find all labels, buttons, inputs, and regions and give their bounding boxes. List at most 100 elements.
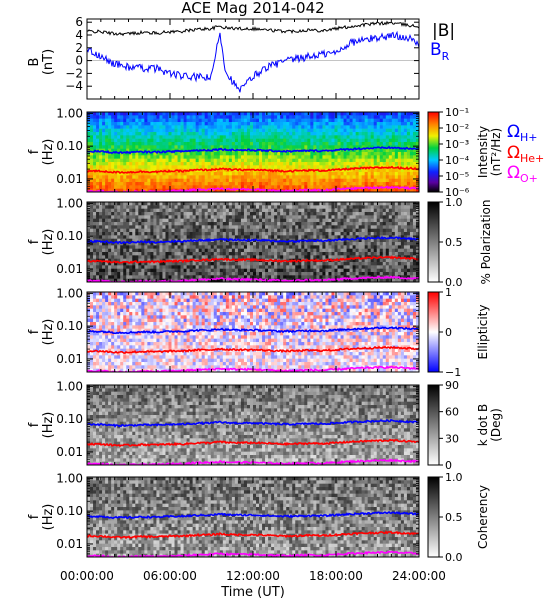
spectrogram-cell [129, 225, 133, 229]
spectrogram-cell [361, 245, 365, 249]
spectrogram-cell [180, 208, 184, 213]
spectrogram-cell [331, 142, 335, 146]
spectrogram-cell [111, 162, 115, 166]
spectrogram-cell [192, 272, 196, 276]
spectrogram-cell [213, 208, 218, 213]
spectrogram-cell [102, 205, 106, 209]
spectrogram-cell [126, 225, 130, 229]
spectrogram-cell [243, 118, 248, 123]
spectrogram-cell [391, 155, 396, 159]
spectrogram-cell [310, 255, 314, 259]
spectrogram-cell [382, 172, 387, 176]
spectrogram-cell [406, 138, 411, 143]
spectrogram-cell [325, 132, 329, 136]
spectrogram-cell [87, 205, 91, 209]
spectrogram-cell [274, 138, 278, 143]
spectrogram-cell [165, 215, 169, 219]
spectrogram-cell [268, 245, 272, 249]
spectrogram-cell [289, 205, 293, 209]
spectrogram-cell [358, 168, 362, 173]
spectrogram-cell [144, 272, 148, 276]
spectrogram-cell [382, 112, 387, 116]
spectrogram-cell [367, 188, 372, 192]
spectrogram-cell [265, 135, 269, 139]
spectrogram-cell [249, 112, 254, 116]
spectrogram-cell [147, 135, 151, 139]
spectrogram-cell [159, 235, 163, 239]
spectrogram-cell [237, 152, 242, 156]
spectrogram-cell [334, 125, 338, 129]
spectrogram-cell [319, 232, 323, 236]
spectrogram-cell [159, 162, 163, 166]
spectrogram-cell [189, 205, 193, 209]
spectrogram-cell [301, 145, 305, 149]
spectrogram-cell [334, 178, 338, 183]
spectrogram-cell [162, 272, 166, 276]
spectrogram-cell [328, 155, 332, 159]
spectrogram-cell [349, 252, 353, 256]
spectrogram-cell [90, 115, 94, 119]
spectrogram-cell [313, 205, 317, 209]
spectrogram-cell [328, 175, 332, 179]
spectrogram-cell [147, 152, 151, 156]
spectrogram-cell [177, 208, 181, 213]
spectrogram-cell [93, 205, 97, 209]
spectrogram-cell [352, 172, 356, 176]
spectrogram-cell [87, 145, 91, 149]
spectrogram-cell [201, 275, 206, 279]
spectrogram-cell [210, 215, 215, 219]
spectrogram-cell [249, 215, 254, 219]
spectrogram-cell [349, 278, 353, 282]
spectrogram-cell [177, 155, 181, 159]
spectrogram-cell [289, 208, 293, 213]
spectrogram-cell [237, 272, 242, 276]
spectrogram-cell [277, 128, 281, 133]
spectrogram-cell [382, 122, 387, 126]
spectrogram-cell [165, 162, 169, 166]
spectrogram-cell [295, 165, 299, 169]
spectrogram-cell [394, 162, 399, 166]
spectrogram-cell [256, 158, 260, 163]
spectrogram-cell [346, 145, 350, 149]
spectrogram-cell [313, 128, 317, 133]
spectrogram-cell [256, 228, 260, 233]
spectrogram-cell [394, 152, 399, 156]
spectrogram-cell [141, 218, 145, 223]
spectrogram-cell [219, 168, 224, 173]
spectrogram-cell [409, 158, 414, 163]
spectrogram-cell [120, 228, 124, 233]
spectrogram-cell [283, 112, 287, 116]
spectrogram-cell [265, 115, 269, 119]
spectrogram-cell [328, 128, 332, 133]
spectrogram-cell [105, 255, 109, 259]
spectrogram-cell [292, 112, 296, 116]
spectrogram-cell [361, 255, 365, 259]
spectrogram-cell [349, 142, 353, 146]
spectrogram-cell [304, 232, 308, 236]
spectrogram-cell [274, 242, 278, 246]
spectrogram-cell [132, 188, 136, 192]
spectrogram-cell [358, 132, 362, 136]
spectrogram-cell [265, 245, 269, 249]
spectrogram-cell [111, 155, 115, 159]
spectrogram-cell [319, 252, 323, 256]
spectrogram-cell [271, 158, 275, 163]
spectrogram-cell [346, 182, 350, 186]
spectrogram-cell [177, 275, 181, 279]
spectrogram-cell [292, 252, 296, 256]
spectrogram-cell [304, 145, 308, 149]
spectrogram-cell [352, 142, 356, 146]
spectrogram-cell [256, 262, 260, 266]
spectrogram-cell [186, 235, 190, 239]
spectrogram-cell [262, 222, 266, 226]
spectrogram-cell [99, 175, 103, 179]
spectrogram-cell [415, 135, 419, 139]
spectrogram-cell [373, 132, 378, 136]
spectrogram-cell [228, 165, 233, 169]
colorbar-tick-label: 10⁻¹ [445, 106, 469, 119]
spectrogram-cell [195, 125, 199, 129]
spectrogram-cell [412, 122, 417, 126]
spectrogram-cell [274, 112, 278, 116]
spectrogram-cell [111, 148, 115, 153]
spectrogram-cell [99, 272, 103, 276]
